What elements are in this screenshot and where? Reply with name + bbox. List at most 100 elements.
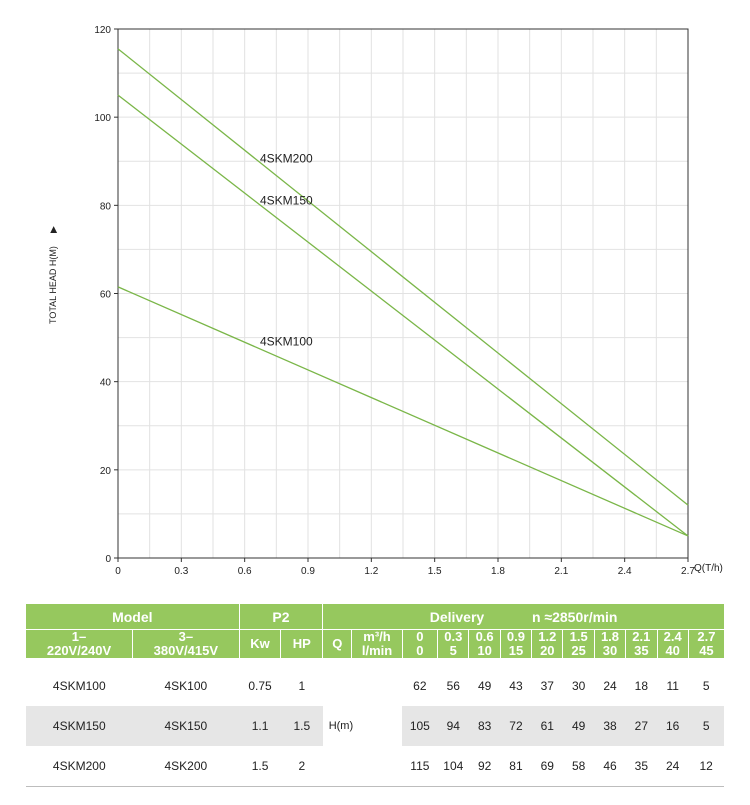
head-value: 12	[688, 746, 724, 787]
kw-value: 0.75	[248, 679, 272, 693]
series-line-4skm150	[117, 94, 689, 537]
head-value: 115	[402, 746, 438, 787]
performance-table: Model P2 Delivery n ≈2850r/min 1– 3– Kw …	[26, 604, 724, 787]
y-tick-label: 80	[100, 201, 112, 212]
head-value: 69	[531, 746, 563, 787]
x-tick-label: 2.1	[554, 566, 568, 577]
head-value: 38	[594, 706, 626, 746]
head-value: 46	[594, 746, 626, 787]
m3h-2: 0.6	[468, 629, 501, 644]
head-value: 24	[603, 679, 617, 693]
phase1-a: 1–	[26, 629, 133, 644]
phase3-a: 3–	[132, 629, 240, 644]
p2-header: P2	[238, 604, 323, 630]
hp-header: HP	[280, 629, 323, 658]
m3h-6: 1.8	[593, 629, 626, 644]
delivery-label: Delivery	[429, 608, 485, 625]
series-label-4skm200: 4SKM200	[260, 152, 313, 166]
lmin-1: 5	[437, 644, 469, 658]
header-row-2: 1– 3– Kw HP Q m³/h 0 0.3 0.6 0.9 1.2 1.5…	[26, 629, 724, 658]
m3h-1: 0.3	[437, 629, 469, 644]
model-header: Model	[26, 604, 240, 630]
x-tick-label: 0.6	[238, 566, 252, 577]
lmin-6: 30	[593, 644, 626, 658]
head-value: 81	[500, 746, 532, 787]
lmin-4: 20	[531, 644, 563, 658]
head-value: 5	[688, 706, 724, 746]
head-value: 5	[702, 679, 710, 693]
m3h-9: 2.7	[687, 629, 724, 644]
head-value: 72	[500, 706, 532, 746]
m3h-7: 2.1	[625, 629, 658, 644]
model-3ph: 4SK150	[132, 706, 240, 746]
head-value: 18	[634, 679, 649, 693]
delivery-header: Delivery n ≈2850r/min	[322, 604, 724, 630]
head-label: H(m)	[328, 720, 354, 732]
y-axis-arrow-icon: ▶	[48, 226, 58, 233]
kw-value: 1.1	[239, 706, 281, 746]
head-value: 24	[657, 746, 689, 787]
chart-series: 4SKM200 4SKM150 4SKM100	[117, 48, 689, 537]
lmin-3: 15	[499, 644, 532, 658]
x-tick-label: 0.9	[301, 566, 315, 577]
chart-grid	[118, 29, 688, 558]
x-tick-label: 1.5	[428, 566, 442, 577]
series-label-4skm100: 4SKM100	[260, 334, 313, 348]
x-tick-label: 1.8	[491, 566, 505, 577]
phase3-b: 380V/415V	[132, 644, 240, 658]
unit-m3h: m³/h	[351, 629, 403, 644]
lmin-0: 0	[401, 644, 438, 658]
head-value: 49	[562, 706, 595, 746]
chart-axes: 0 0.3 0.6 0.9 1.2 1.5 1.8 2.1 2.4 2.7 0 20 40 60 80 100…	[94, 25, 695, 577]
head-value: 35	[625, 746, 658, 787]
series-line-4skm200	[117, 48, 689, 506]
table-row: 4SKM200 4SK200 1.5 2 115 104 92 81 69 58…	[26, 746, 724, 787]
unit-lmin: l/min	[351, 644, 403, 658]
head-value: 104	[437, 746, 469, 787]
head-value: 30	[571, 679, 586, 693]
x-tick-label: 0	[115, 566, 121, 577]
x-tick-label: 1.2	[364, 566, 378, 577]
y-tick-label: 100	[94, 113, 111, 124]
m3h-3: 0.9	[499, 629, 532, 644]
hp-value: 1	[298, 679, 306, 693]
y-axis-label: TOTAL HEAD H(M)	[48, 246, 58, 324]
x-tick-label: 2.7	[681, 566, 695, 577]
lmin-7: 35	[625, 644, 658, 658]
table-row: 4SKM150 4SK150 1.1 1.5 H(m) 105 94 83 72…	[26, 706, 724, 746]
head-value: 62	[413, 679, 427, 693]
head-value: 92	[468, 746, 501, 787]
m3h-4: 1.2	[531, 629, 563, 644]
y-tick-label: 120	[94, 25, 111, 36]
head-value: 27	[625, 706, 658, 746]
head-value: 61	[531, 706, 563, 746]
model-1ph: 4SKM150	[26, 706, 133, 746]
head-value: 43	[509, 679, 523, 693]
head-value: 83	[468, 706, 501, 746]
y-tick-label: 20	[100, 466, 112, 477]
table-row: 4SKM100 4SK100 0.75 1 62 56 49 43 37 30 …	[26, 666, 724, 706]
lmin-8: 40	[656, 644, 689, 658]
phase1-b: 220V/240V	[26, 644, 133, 658]
m3h-0: 0	[401, 629, 438, 644]
m3h-5: 1.5	[562, 629, 595, 644]
m3h-8: 2.4	[656, 629, 689, 644]
series-label-4skm150: 4SKM150	[260, 194, 313, 208]
series-line-4skm100	[117, 286, 689, 537]
lmin-2: 10	[468, 644, 501, 658]
x-tick-label: 2.4	[618, 566, 632, 577]
hp-value: 1.5	[280, 706, 323, 746]
kw-value: 1.5	[239, 746, 281, 787]
model-3ph: 4SK100	[164, 679, 208, 693]
head-value: 37	[540, 679, 554, 693]
head-value: 16	[657, 706, 689, 746]
head-value: 11	[666, 679, 679, 693]
model-1ph: 4SKM100	[52, 679, 106, 693]
x-tick-label: 0.3	[174, 566, 188, 577]
pump-performance-chart: 0 0.3 0.6 0.9 1.2 1.5 1.8 2.1 2.4 2.7 0 20 40 60 80 100…	[48, 25, 723, 577]
head-value: 94	[437, 706, 469, 746]
x-axis-label: Q(T/h)	[694, 563, 723, 574]
model-1ph: 4SKM200	[26, 746, 133, 787]
head-value: 58	[562, 746, 595, 787]
header-row-1: Model P2 Delivery n ≈2850r/min	[26, 604, 724, 630]
